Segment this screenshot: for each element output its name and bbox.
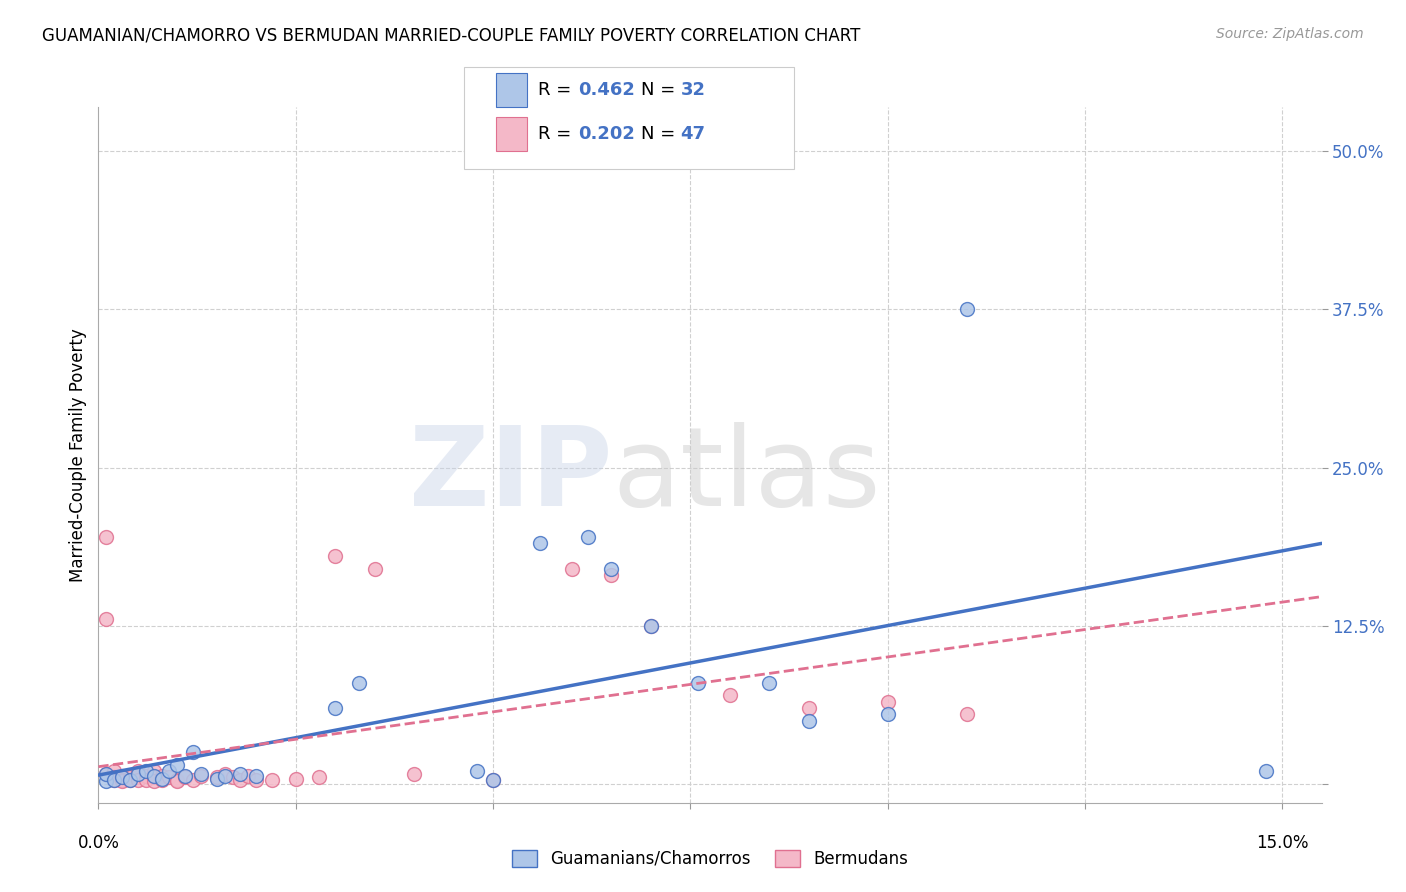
- Point: [174, 771, 197, 785]
- Point: [323, 701, 346, 715]
- Point: [142, 764, 165, 779]
- Point: [96, 612, 118, 626]
- Point: [150, 772, 173, 787]
- Point: [718, 688, 741, 702]
- Point: [96, 774, 118, 789]
- Point: [245, 772, 267, 787]
- Point: [159, 771, 181, 785]
- Point: [96, 766, 118, 780]
- Point: [221, 771, 243, 785]
- Point: [135, 764, 157, 779]
- Point: [166, 774, 188, 789]
- Text: 15.0%: 15.0%: [1256, 834, 1309, 853]
- Point: [876, 695, 898, 709]
- Point: [465, 764, 488, 779]
- Point: [135, 772, 157, 787]
- Point: [181, 772, 204, 787]
- Text: GUAMANIAN/CHAMORRO VS BERMUDAN MARRIED-COUPLE FAMILY POVERTY CORRELATION CHART: GUAMANIAN/CHAMORRO VS BERMUDAN MARRIED-C…: [42, 27, 860, 45]
- Point: [238, 769, 260, 783]
- Text: 0.462: 0.462: [578, 81, 634, 99]
- Point: [600, 562, 623, 576]
- Point: [688, 675, 710, 690]
- Point: [127, 764, 149, 779]
- Text: ZIP: ZIP: [409, 422, 612, 529]
- Text: N =: N =: [641, 81, 681, 99]
- Point: [96, 530, 118, 544]
- Point: [118, 772, 141, 787]
- Point: [955, 707, 977, 722]
- Text: Source: ZipAtlas.com: Source: ZipAtlas.com: [1216, 27, 1364, 41]
- Point: [205, 772, 228, 786]
- Point: [308, 771, 330, 785]
- Point: [876, 707, 898, 722]
- Text: 32: 32: [681, 81, 706, 99]
- Point: [118, 771, 141, 785]
- Point: [135, 769, 157, 783]
- Point: [323, 549, 346, 563]
- Point: [181, 745, 204, 759]
- Point: [111, 774, 134, 789]
- Point: [214, 766, 236, 780]
- Point: [797, 701, 820, 715]
- Point: [404, 766, 426, 780]
- Text: N =: N =: [641, 125, 681, 143]
- Point: [103, 772, 125, 787]
- Point: [482, 772, 505, 787]
- Point: [561, 562, 583, 576]
- Text: 47: 47: [681, 125, 706, 143]
- Point: [118, 772, 141, 787]
- Point: [955, 302, 977, 317]
- Point: [190, 766, 212, 780]
- Text: 0.0%: 0.0%: [77, 834, 120, 853]
- Point: [111, 772, 134, 787]
- Point: [640, 618, 662, 632]
- Point: [111, 769, 134, 783]
- Point: [150, 772, 173, 786]
- Point: [166, 757, 188, 772]
- Point: [127, 766, 149, 780]
- Point: [174, 769, 197, 783]
- Legend: Guamanians/Chamorros, Bermudans: Guamanians/Chamorros, Bermudans: [505, 843, 915, 874]
- Text: 0.202: 0.202: [578, 125, 634, 143]
- Point: [363, 562, 385, 576]
- Point: [1256, 764, 1278, 779]
- Point: [159, 764, 181, 779]
- Text: atlas: atlas: [612, 422, 880, 529]
- Point: [190, 769, 212, 783]
- Point: [103, 771, 125, 785]
- Point: [142, 771, 165, 785]
- Point: [150, 769, 173, 783]
- Point: [284, 772, 307, 786]
- Y-axis label: Married-Couple Family Poverty: Married-Couple Family Poverty: [69, 328, 87, 582]
- Point: [600, 568, 623, 582]
- Point: [482, 772, 505, 787]
- Point: [214, 769, 236, 783]
- Point: [245, 769, 267, 783]
- Point: [797, 714, 820, 728]
- Point: [260, 772, 283, 787]
- Point: [229, 772, 252, 787]
- Point: [142, 769, 165, 783]
- Point: [142, 774, 165, 789]
- Point: [111, 771, 134, 785]
- Point: [166, 772, 188, 787]
- Point: [576, 530, 599, 544]
- Point: [127, 771, 149, 785]
- Point: [229, 766, 252, 780]
- Point: [103, 772, 125, 787]
- Point: [758, 675, 780, 690]
- Point: [529, 536, 551, 550]
- Point: [347, 675, 370, 690]
- Point: [205, 771, 228, 785]
- Text: R =: R =: [538, 125, 578, 143]
- Point: [640, 618, 662, 632]
- Point: [96, 766, 118, 780]
- Point: [103, 764, 125, 779]
- Point: [127, 772, 149, 787]
- Text: R =: R =: [538, 81, 578, 99]
